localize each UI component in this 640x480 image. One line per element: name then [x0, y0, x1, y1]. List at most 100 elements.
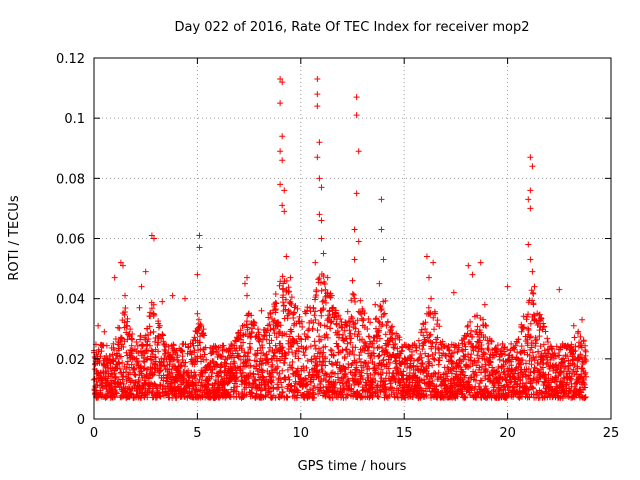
data-point	[152, 338, 159, 345]
data-point	[272, 306, 279, 313]
data-point	[301, 352, 308, 359]
data-point	[281, 302, 288, 309]
data-point	[276, 370, 283, 377]
data-point	[128, 361, 135, 368]
data-point	[104, 375, 111, 382]
data-point	[189, 340, 196, 347]
data-point	[105, 372, 112, 379]
data-point	[113, 389, 120, 396]
x-tick-label: 5	[193, 426, 201, 441]
y-tick-label: 0.08	[56, 172, 85, 187]
data-point	[279, 286, 286, 293]
data-point	[272, 299, 279, 306]
data-point	[290, 314, 297, 321]
data-point	[322, 286, 329, 293]
data-point	[286, 376, 293, 383]
data-point	[182, 359, 189, 366]
data-point	[292, 302, 299, 309]
data-point	[279, 389, 286, 396]
data-point	[304, 381, 311, 388]
data-point	[328, 318, 335, 325]
data-point	[267, 326, 274, 333]
data-point	[191, 369, 198, 376]
data-point	[166, 366, 173, 373]
data-point	[97, 353, 104, 360]
data-point	[118, 353, 125, 360]
y-tick-label: 0.04	[56, 293, 85, 308]
data-point	[247, 340, 254, 347]
data-point	[289, 349, 296, 356]
data-point	[324, 317, 331, 324]
data-point	[138, 372, 145, 379]
data-point	[243, 318, 250, 325]
data-point	[277, 357, 284, 364]
data-point	[266, 340, 273, 347]
data-point	[146, 389, 153, 396]
data-point	[146, 342, 153, 349]
data-point	[258, 386, 265, 393]
data-point	[109, 351, 116, 358]
data-point	[124, 358, 131, 365]
data-point	[256, 336, 263, 343]
data-point	[144, 338, 151, 345]
data-point	[270, 385, 277, 392]
data-point	[145, 335, 152, 342]
data-point	[304, 304, 311, 311]
data-point	[277, 375, 284, 382]
data-point	[273, 300, 280, 307]
data-point	[132, 379, 139, 386]
data-point	[111, 394, 118, 401]
data-point	[327, 325, 334, 332]
data-point	[96, 359, 103, 366]
data-point	[248, 312, 255, 319]
data-point	[160, 332, 167, 339]
data-point	[178, 362, 185, 369]
data-point	[113, 390, 120, 397]
data-point	[284, 315, 291, 322]
data-point	[225, 346, 232, 353]
data-point	[195, 386, 202, 393]
data-point	[185, 377, 192, 384]
data-point	[122, 304, 129, 311]
data-point	[173, 394, 180, 401]
data-point	[128, 390, 135, 397]
data-point	[267, 388, 274, 395]
data-point	[276, 282, 283, 289]
data-point	[258, 342, 265, 349]
data-point	[302, 346, 309, 353]
data-point	[292, 380, 299, 387]
data-point	[272, 342, 279, 349]
data-point	[248, 389, 255, 396]
data-point	[125, 374, 132, 381]
data-point	[156, 390, 163, 397]
data-point	[159, 331, 166, 338]
data-point	[178, 347, 185, 354]
data-point	[198, 322, 205, 329]
data-point	[320, 305, 327, 312]
data-point	[310, 305, 317, 312]
data-point	[307, 343, 314, 350]
data-point	[265, 314, 272, 321]
data-point	[137, 333, 144, 340]
data-point	[266, 321, 273, 328]
data-point	[123, 349, 130, 356]
data-point	[195, 316, 202, 323]
data-point	[264, 327, 271, 334]
data-point	[235, 352, 242, 359]
data-point	[231, 387, 238, 394]
data-point	[280, 292, 287, 299]
data-point	[324, 334, 331, 341]
data-point	[316, 388, 323, 395]
data-point	[124, 315, 131, 322]
data-point	[198, 370, 205, 377]
data-point	[312, 316, 319, 323]
data-point	[230, 384, 237, 391]
data-point	[267, 310, 274, 317]
data-point	[201, 351, 208, 358]
data-point	[288, 364, 295, 371]
data-point	[282, 296, 289, 303]
data-point	[300, 363, 307, 370]
y-tick-label: 0.06	[56, 233, 85, 248]
data-point	[137, 364, 144, 371]
